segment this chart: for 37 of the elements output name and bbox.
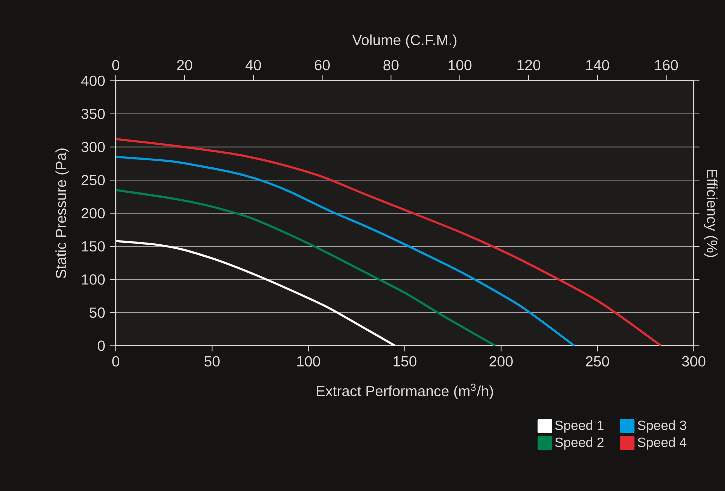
x2-tick-label: 60: [315, 60, 330, 71]
y-tick-label: 50: [90, 308, 106, 318]
y-tick-label: 350: [82, 108, 106, 120]
legend-label: Speed 1: [555, 420, 604, 433]
line-series: [116, 189, 497, 346]
y2-axis-title: Efficiency (%): [704, 170, 718, 258]
x-tick-label: 100: [298, 356, 320, 367]
x2-tick-label: 100: [448, 60, 472, 71]
x-tick-label: 150: [394, 356, 417, 367]
line-series: [116, 138, 662, 346]
y-tick-label: 100: [82, 274, 106, 285]
x2-tick-label: 80: [384, 60, 399, 71]
x2-tick-label: 160: [655, 60, 678, 71]
x-tick-label: 50: [204, 356, 220, 367]
line-series: [116, 156, 576, 346]
y-tick-label: 200: [82, 208, 106, 219]
x-tick-label: 0: [112, 356, 120, 367]
x2-tick-label: 120: [518, 60, 540, 71]
legend-label: Speed 4: [638, 437, 687, 450]
y-tick-label: 300: [82, 142, 106, 152]
legend-label: Speed 2: [555, 437, 604, 450]
y-tick-label: 0: [98, 340, 106, 352]
x-tick-label: 300: [682, 356, 706, 367]
x2-tick-label: 140: [586, 60, 610, 71]
x-axis-title: Extract Performance (m$^{3}$/h): [317, 384, 494, 400]
y-tick-label: 250: [82, 175, 106, 186]
x2-tick-label: 20: [177, 60, 192, 71]
y-tick-label: 150: [82, 241, 106, 252]
x2-axis-title: Volume (C.F.M.): [352, 34, 457, 48]
x2-tick-label: 0: [112, 60, 120, 71]
x-tick-label: 200: [490, 356, 513, 367]
line-series: [116, 240, 396, 346]
x2-tick-label: 40: [246, 60, 262, 71]
y-tick-label: 400: [81, 76, 106, 86]
legend-label: Speed 3: [638, 420, 686, 433]
x-tick-label: 250: [586, 356, 610, 367]
y-axis-title: Static Pressure (Pa): [56, 148, 70, 278]
